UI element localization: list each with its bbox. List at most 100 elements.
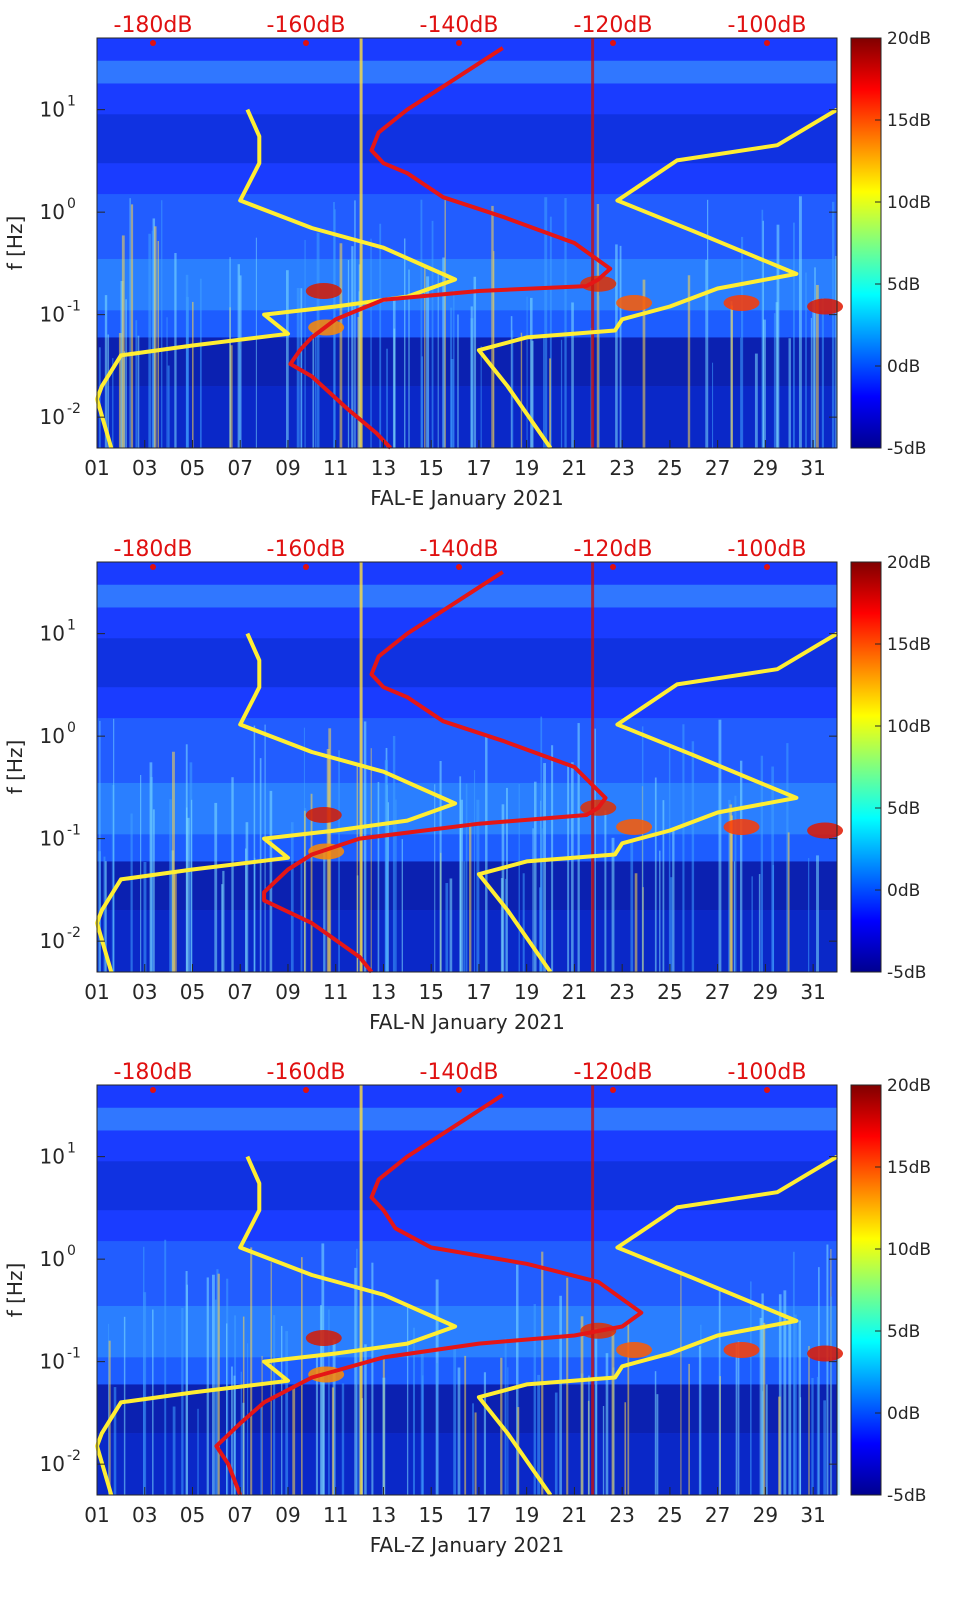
spectrogram-streak — [319, 1305, 322, 1495]
top-db-marker — [456, 40, 462, 46]
colorbar — [850, 561, 882, 973]
spectrogram-streak — [786, 743, 789, 972]
spectrogram-streak — [300, 858, 303, 972]
spectrogram-streak — [104, 295, 108, 448]
x-tick-label: 11 — [323, 980, 348, 1004]
colorbar — [850, 37, 882, 449]
spectrogram-streak — [758, 874, 761, 972]
spectrogram-streak — [520, 332, 523, 448]
spectrogram-streak — [237, 264, 240, 448]
x-tick-label: 25 — [657, 1503, 682, 1527]
y-tick-exponent: -1 — [67, 299, 81, 315]
spectrogram-streak — [460, 799, 463, 972]
spectrogram-streak — [450, 359, 454, 448]
spectrogram-streak — [285, 1331, 289, 1495]
red-psd-line — [262, 570, 608, 974]
spectrogram-streak — [604, 810, 607, 972]
y-axis-title: f [Hz] — [3, 740, 27, 795]
red-psd-line — [288, 46, 613, 450]
spectrogram-streak — [341, 1383, 345, 1495]
colorbar-label: 10dB — [887, 717, 931, 737]
y-tick-exponent: 1 — [67, 94, 76, 110]
spectrogram-streak — [181, 1307, 184, 1495]
spectrogram-streak — [831, 201, 835, 448]
x-tick-label: 03 — [132, 456, 157, 480]
colorbar — [850, 1084, 882, 1496]
spectrogram-streak — [242, 1402, 245, 1495]
top-db-label: -180dB — [114, 537, 193, 562]
y-tick-label: 10 — [40, 1145, 65, 1169]
top-db-label: -120dB — [574, 537, 653, 562]
spectrogram-streak — [688, 1363, 690, 1495]
spectrogram-streak — [630, 842, 634, 972]
spectrogram-streak — [751, 876, 753, 972]
spectrogram-hotspot-4 — [616, 294, 653, 311]
spectrogram-streak — [314, 332, 317, 448]
spectrogram-streak — [233, 1375, 236, 1495]
spectrogram-streak — [544, 197, 548, 448]
spectrogram-streak — [506, 787, 508, 972]
top-db-label: -120dB — [574, 1060, 653, 1085]
spectrogram-streak — [255, 237, 257, 448]
x-axis-title: FAL-Z January 2021 — [370, 1533, 565, 1557]
spectrogram-streak — [691, 741, 695, 972]
spectrogram-streak — [174, 253, 177, 448]
spectrogram-streak — [627, 1322, 630, 1495]
colorbar-label: 15dB — [887, 635, 931, 655]
y-tick-exponent: 1 — [67, 1141, 76, 1157]
panel-2: 01 03 05 07 09 11 13 15 17 19 21 23 25 27 29 3110-210-1… — [3, 537, 931, 1034]
spectrogram-streak — [659, 850, 661, 972]
spectrogram-streak — [113, 718, 115, 972]
spectrogram-streak — [406, 1304, 409, 1495]
top-db-label: -140dB — [420, 13, 499, 38]
spectrogram-streak — [734, 795, 737, 972]
spectrogram-streak — [739, 760, 743, 972]
top-db-label: -160dB — [267, 13, 346, 38]
spectrogram-streak — [169, 799, 172, 972]
top-db-marker — [303, 1087, 309, 1093]
spectrogram-streak — [463, 861, 466, 972]
spectrogram-streak — [480, 346, 482, 448]
spectrogram-streak — [470, 306, 473, 448]
top-db-marker — [456, 1087, 462, 1093]
spectrogram-hotspot-6 — [807, 822, 844, 839]
x-tick-label: 19 — [514, 1503, 539, 1527]
colorbar-label: 0dB — [887, 881, 920, 901]
spectrogram-streak — [339, 243, 343, 448]
spectrogram-streak — [453, 290, 455, 448]
spectrogram-streak — [605, 1353, 609, 1495]
spectrogram-streak — [226, 1323, 228, 1495]
spectrogram-streak — [761, 209, 764, 448]
spectrogram-streak — [611, 1332, 615, 1495]
spectrogram-streak — [760, 755, 764, 972]
spectrogram-hotspot-1 — [305, 283, 342, 300]
spectrogram-streak — [483, 1372, 487, 1495]
spectrogram-streak — [485, 736, 488, 972]
y-tick-label: 10 — [40, 1247, 65, 1271]
spectrogram-streak — [392, 735, 396, 972]
spectrogram-streak — [354, 1267, 358, 1495]
spectrogram-band-4 — [97, 258, 837, 311]
spectrogram-streak — [152, 218, 156, 448]
spectrogram-streak — [836, 1351, 840, 1495]
spectrogram-streak — [778, 1294, 782, 1495]
spectrogram-streak — [654, 1371, 657, 1495]
colorbar-label: 15dB — [887, 111, 931, 131]
y-tick-label: 10 — [40, 622, 65, 646]
spectrogram-streak — [230, 345, 233, 448]
y-tick-label: 10 — [40, 1452, 65, 1476]
spectrogram-streak — [239, 348, 241, 448]
spectrogram-hotspot-6 — [807, 298, 844, 315]
spectrogram-streak — [680, 1272, 682, 1495]
spectrogram-streak — [206, 1277, 209, 1495]
spectrogram-streak — [356, 764, 358, 972]
spectrogram-streak — [500, 878, 504, 972]
spectrogram-band-4 — [97, 1305, 837, 1358]
spectrogram-hotspot-1 — [305, 1330, 342, 1347]
top-db-label: -100dB — [728, 13, 807, 38]
spectrogram-band-2 — [97, 1384, 837, 1434]
spectrogram-streak — [823, 1400, 826, 1495]
top-db-marker — [610, 40, 616, 46]
spectrogram-streak — [533, 1304, 536, 1495]
x-tick-label: 07 — [227, 980, 252, 1004]
